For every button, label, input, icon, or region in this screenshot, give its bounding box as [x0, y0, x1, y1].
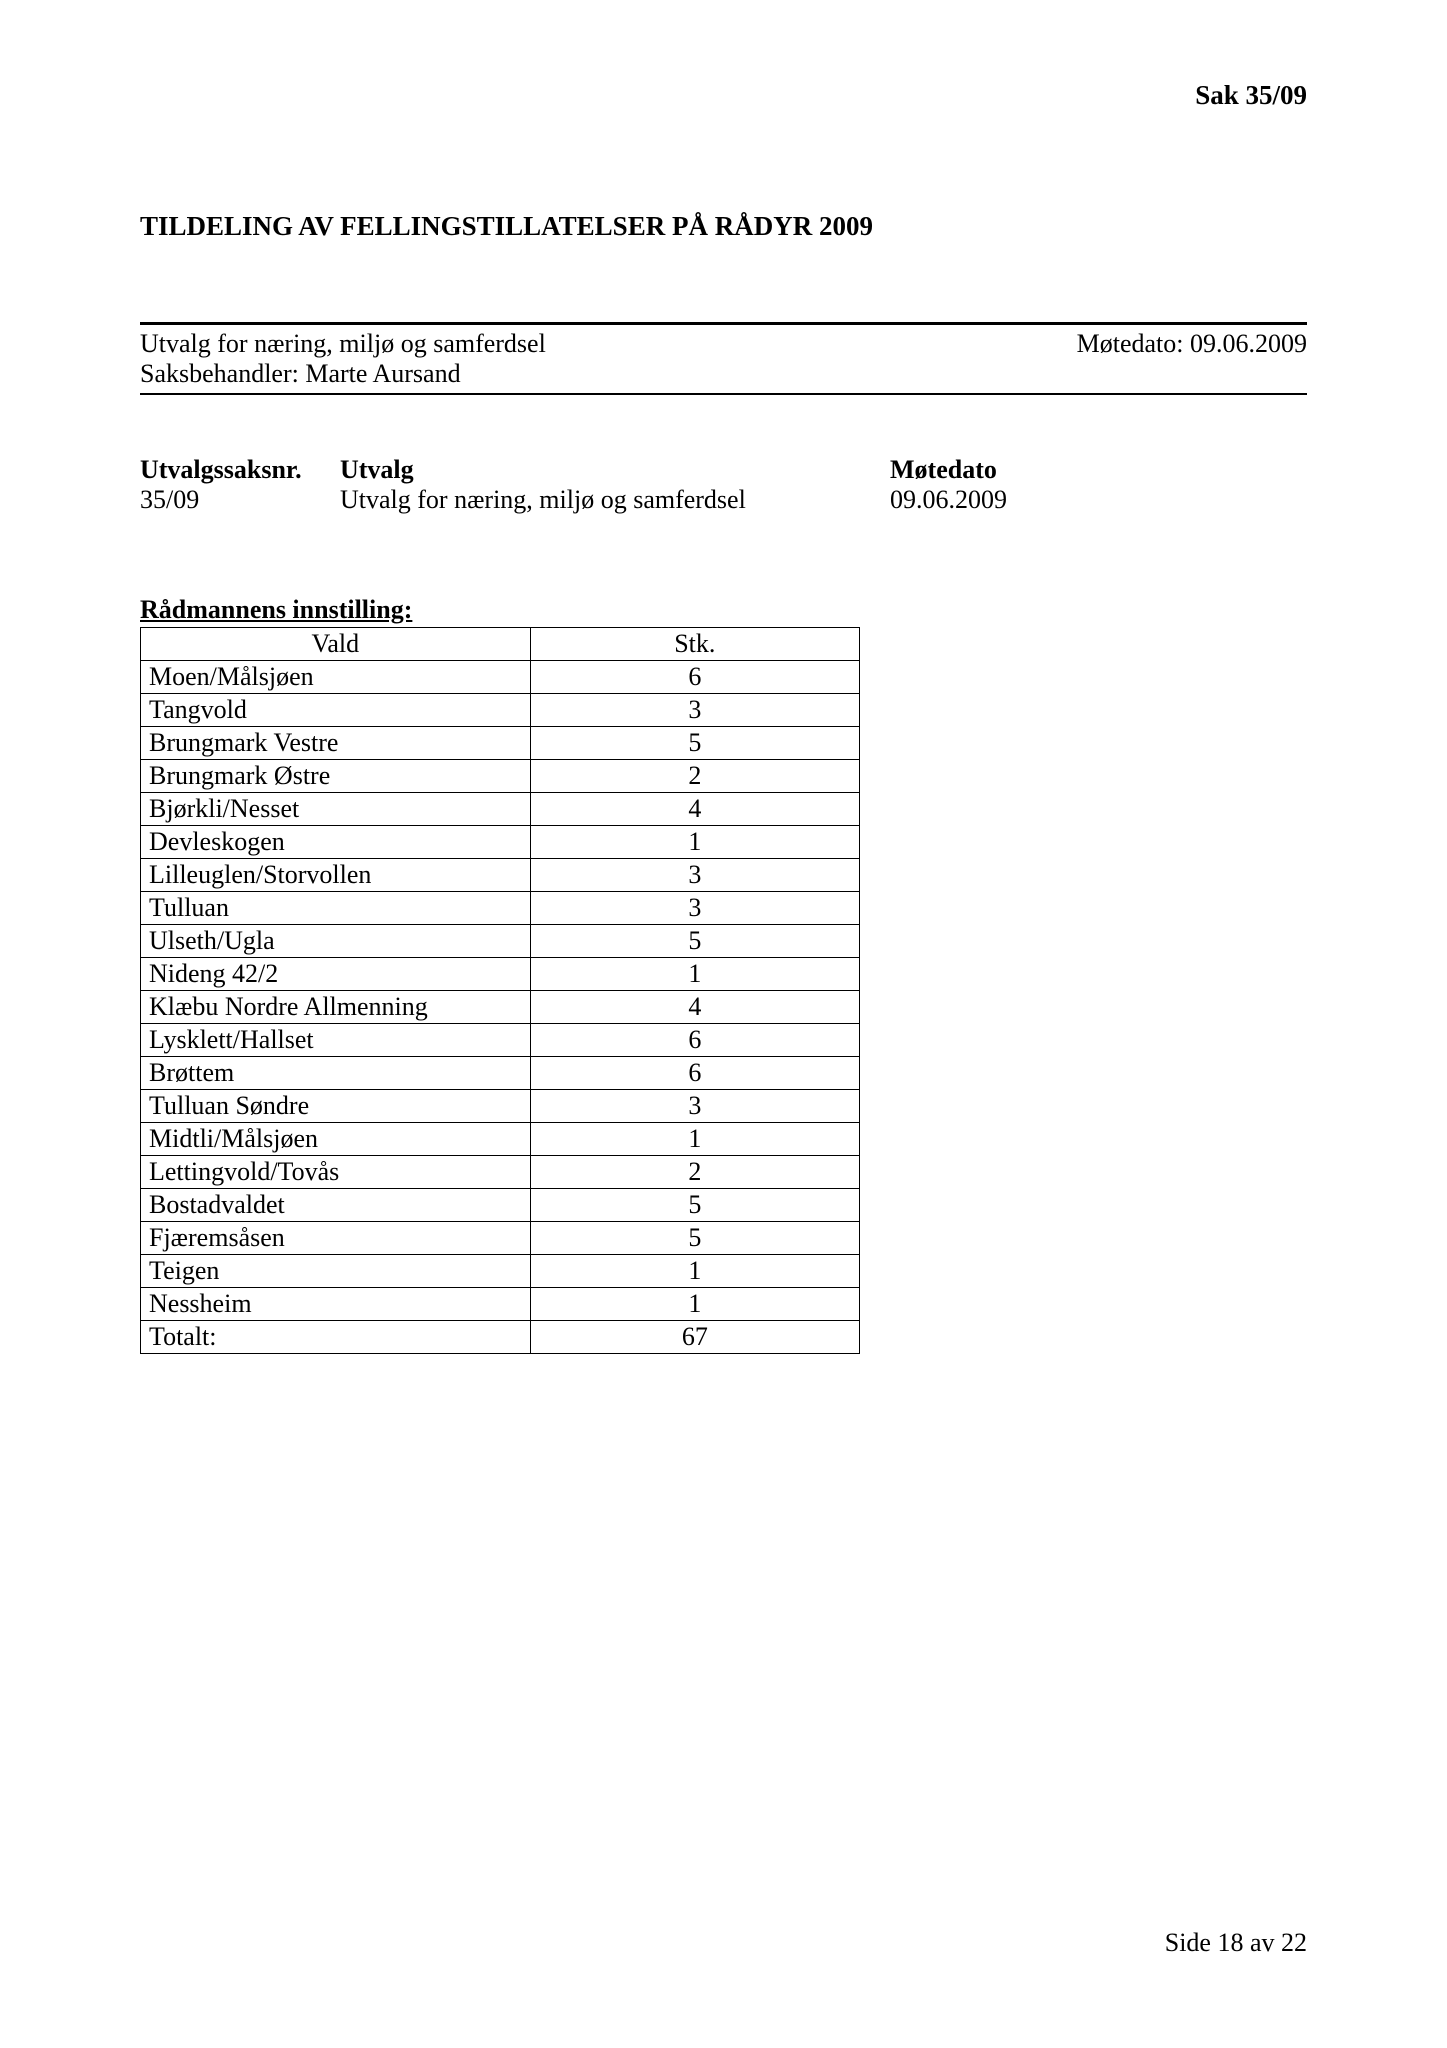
table-row: Klæbu Nordre Allmenning4	[141, 991, 860, 1024]
value-utvalg: Utvalg for næring, miljø og samferdsel	[340, 485, 890, 515]
header-stk: Stk.	[530, 628, 859, 661]
table-row: Moen/Målsjøen6	[141, 661, 860, 694]
table-row: Brungmark Vestre5	[141, 727, 860, 760]
cell-vald: Lysklett/Hallset	[141, 1024, 531, 1057]
allocation-table: Vald Stk. Moen/Målsjøen6Tangvold3Brungma…	[140, 627, 860, 1354]
cell-stk: 3	[530, 859, 859, 892]
cell-vald: Lilleuglen/Storvollen	[141, 859, 531, 892]
table-row: Nideng 42/21	[141, 958, 860, 991]
table-row: Tulluan3	[141, 892, 860, 925]
cell-vald: Fjæremsåsen	[141, 1222, 531, 1255]
table-row: Brungmark Østre2	[141, 760, 860, 793]
cell-vald: Bostadvaldet	[141, 1189, 531, 1222]
info-block: Utvalg for næring, miljø og samferdsel M…	[140, 322, 1307, 395]
page-footer: Side 18 av 22	[1165, 1928, 1307, 1958]
cell-stk: 1	[530, 1288, 859, 1321]
committee-name: Utvalg for næring, miljø og samferdsel	[140, 329, 546, 359]
table-row: Lettingvold/Tovås2	[141, 1156, 860, 1189]
table-row: Tulluan Søndre3	[141, 1090, 860, 1123]
case-reference: Sak 35/09	[140, 80, 1307, 111]
cell-stk: 3	[530, 1090, 859, 1123]
cell-stk: 3	[530, 892, 859, 925]
table-row: Midtli/Målsjøen1	[141, 1123, 860, 1156]
header-saksnr: Utvalgssaksnr.	[140, 455, 340, 485]
value-motedato: 09.06.2009	[890, 485, 1190, 515]
cell-stk: 2	[530, 1156, 859, 1189]
cell-vald: Moen/Målsjøen	[141, 661, 531, 694]
meeting-date: Møtedato: 09.06.2009	[1077, 329, 1307, 359]
utvalg-summary-table: Utvalgssaksnr. Utvalg Møtedato 35/09 Utv…	[140, 455, 1307, 515]
cell-stk: 67	[530, 1321, 859, 1354]
header-motedato: Møtedato	[890, 455, 1190, 485]
table-row: Nessheim1	[141, 1288, 860, 1321]
cell-stk: 6	[530, 661, 859, 694]
page-title: TILDELING AV FELLINGSTILLATELSER PÅ RÅDY…	[140, 211, 1307, 242]
cell-vald: Tulluan	[141, 892, 531, 925]
cell-stk: 1	[530, 958, 859, 991]
cell-stk: 4	[530, 991, 859, 1024]
cell-stk: 1	[530, 1123, 859, 1156]
cell-stk: 3	[530, 694, 859, 727]
table-row: Totalt:67	[141, 1321, 860, 1354]
table-row: Bjørkli/Nesset4	[141, 793, 860, 826]
table-row: Devleskogen1	[141, 826, 860, 859]
header-vald: Vald	[141, 628, 531, 661]
cell-stk: 6	[530, 1024, 859, 1057]
table-row: Teigen1	[141, 1255, 860, 1288]
cell-vald: Brøttem	[141, 1057, 531, 1090]
cell-vald: Klæbu Nordre Allmenning	[141, 991, 531, 1024]
cell-vald: Nessheim	[141, 1288, 531, 1321]
header-utvalg: Utvalg	[340, 455, 890, 485]
cell-vald: Bjørkli/Nesset	[141, 793, 531, 826]
cell-vald: Tulluan Søndre	[141, 1090, 531, 1123]
cell-vald: Lettingvold/Tovås	[141, 1156, 531, 1189]
cell-stk: 1	[530, 826, 859, 859]
cell-vald: Ulseth/Ugla	[141, 925, 531, 958]
table-row: Tangvold3	[141, 694, 860, 727]
cell-vald: Brungmark Vestre	[141, 727, 531, 760]
cell-stk: 5	[530, 727, 859, 760]
caseworker: Saksbehandler: Marte Aursand	[140, 359, 461, 389]
cell-stk: 5	[530, 1222, 859, 1255]
table-row: Bostadvaldet5	[141, 1189, 860, 1222]
table-row: Lysklett/Hallset6	[141, 1024, 860, 1057]
cell-stk: 2	[530, 760, 859, 793]
table-row: Ulseth/Ugla5	[141, 925, 860, 958]
cell-vald: Devleskogen	[141, 826, 531, 859]
cell-stk: 1	[530, 1255, 859, 1288]
cell-stk: 5	[530, 1189, 859, 1222]
table-row: Fjæremsåsen5	[141, 1222, 860, 1255]
section-title: Rådmannens innstilling:	[140, 595, 1307, 625]
table-row: Brøttem6	[141, 1057, 860, 1090]
cell-vald: Brungmark Østre	[141, 760, 531, 793]
cell-vald: Totalt:	[141, 1321, 531, 1354]
cell-stk: 4	[530, 793, 859, 826]
cell-stk: 5	[530, 925, 859, 958]
cell-vald: Tangvold	[141, 694, 531, 727]
cell-stk: 6	[530, 1057, 859, 1090]
cell-vald: Nideng 42/2	[141, 958, 531, 991]
cell-vald: Teigen	[141, 1255, 531, 1288]
table-header-row: Vald Stk.	[141, 628, 860, 661]
value-saksnr: 35/09	[140, 485, 340, 515]
cell-vald: Midtli/Målsjøen	[141, 1123, 531, 1156]
table-row: Lilleuglen/Storvollen3	[141, 859, 860, 892]
